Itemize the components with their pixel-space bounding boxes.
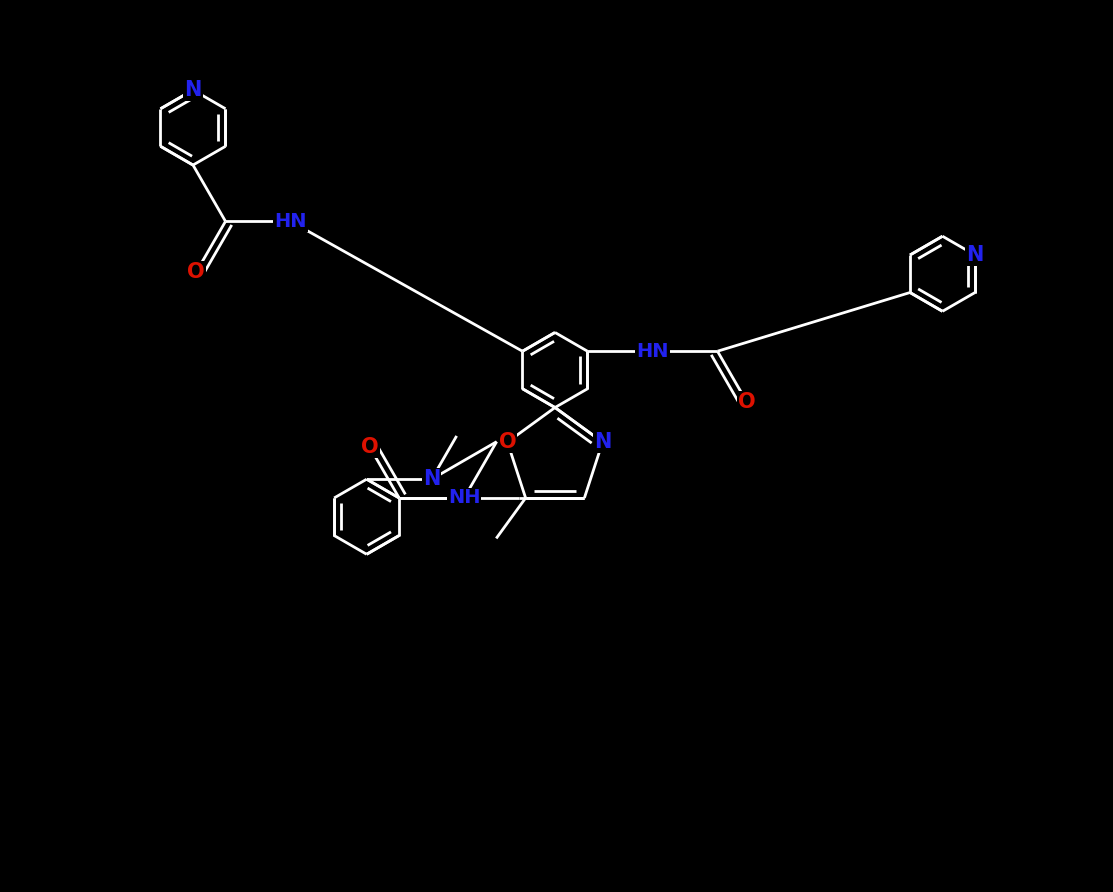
Text: NH: NH: [447, 489, 481, 508]
Text: N: N: [185, 80, 201, 100]
Text: O: O: [187, 262, 205, 282]
Text: N: N: [966, 245, 984, 265]
Text: O: O: [738, 392, 756, 412]
Text: O: O: [361, 437, 378, 458]
Text: HN: HN: [274, 211, 307, 231]
Text: N: N: [423, 469, 441, 489]
Text: HN: HN: [637, 342, 669, 360]
Text: O: O: [499, 432, 516, 452]
Text: N: N: [594, 432, 611, 452]
